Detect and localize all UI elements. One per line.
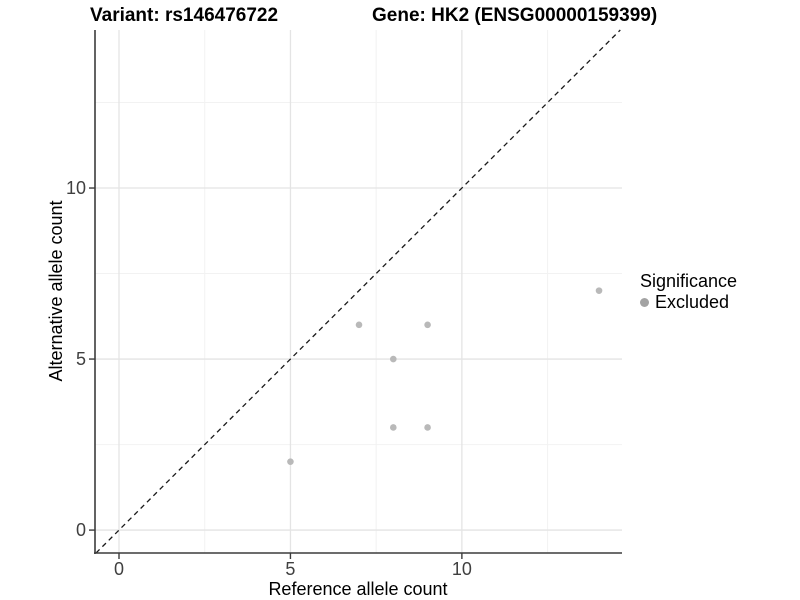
data-point bbox=[355, 321, 363, 329]
x-tick-label: 0 bbox=[114, 559, 124, 579]
y-tick-label: 10 bbox=[66, 178, 86, 198]
data-point bbox=[595, 287, 603, 294]
data-point bbox=[424, 321, 431, 329]
data-point bbox=[424, 424, 431, 431]
x-tick-label: 5 bbox=[285, 559, 295, 579]
x-axis-title: Reference allele count bbox=[268, 579, 448, 599]
identity-line bbox=[95, 29, 621, 554]
legend-item-label: Excluded bbox=[655, 292, 730, 312]
x-tick-label: 10 bbox=[452, 559, 472, 579]
legend-key-dot bbox=[640, 297, 649, 307]
data-point bbox=[287, 458, 294, 465]
legend-title: Significance bbox=[640, 271, 738, 291]
y-axis-title: Alternative allele count bbox=[46, 200, 66, 382]
legend-items: Excluded bbox=[640, 293, 737, 311]
legend-item: Excluded bbox=[640, 293, 737, 311]
data-point bbox=[390, 424, 397, 431]
plot-title-variant: Variant: rs146476722 bbox=[90, 5, 279, 26]
data-point bbox=[390, 355, 397, 363]
y-tick-label: 0 bbox=[76, 520, 86, 540]
y-tick-label: 5 bbox=[76, 349, 86, 369]
legend: Significance Excluded bbox=[640, 271, 738, 311]
plot-title-gene: Gene: HK2 (ENSG00000159399) bbox=[372, 5, 658, 26]
